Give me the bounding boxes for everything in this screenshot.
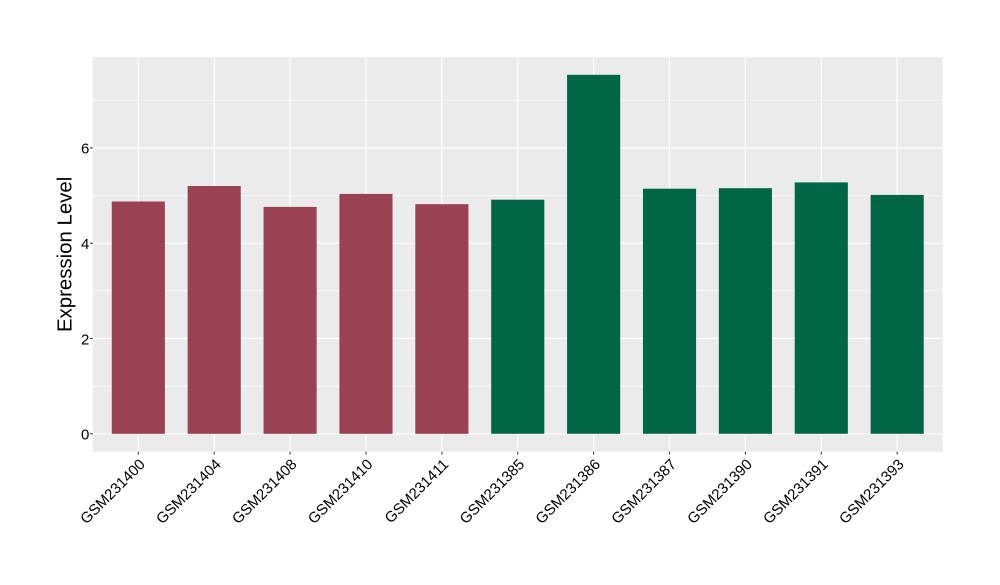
svg-text:0: 0	[81, 427, 89, 444]
svg-text:4: 4	[81, 236, 89, 253]
svg-text:6: 6	[81, 141, 89, 158]
svg-text:Expression Level: Expression Level	[55, 177, 77, 332]
svg-text:2: 2	[81, 331, 89, 348]
